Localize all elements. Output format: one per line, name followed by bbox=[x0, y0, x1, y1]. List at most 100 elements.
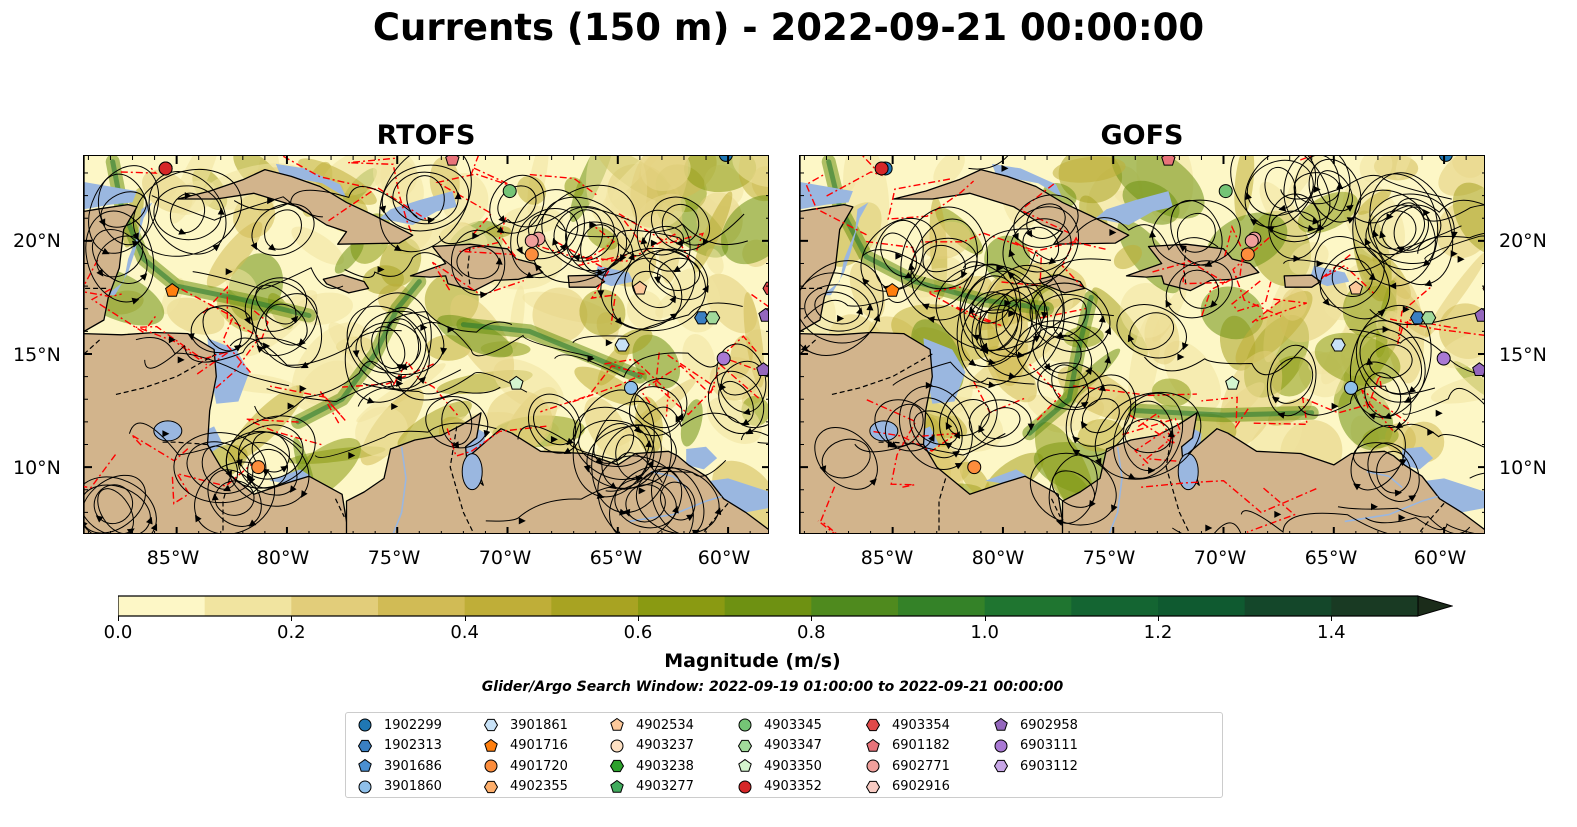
land-centralAmerica bbox=[84, 156, 138, 533]
streamline-arrow bbox=[212, 244, 220, 252]
axis-ticks bbox=[800, 156, 1484, 533]
legend-item-1902313: 1902313 bbox=[356, 736, 442, 756]
streamline-arrow bbox=[675, 239, 683, 247]
float-marker-4903352 bbox=[874, 161, 889, 176]
legend-item-4902534: 4902534 bbox=[608, 715, 694, 735]
streamline-arrow bbox=[1372, 230, 1379, 238]
float-marker-3901860 bbox=[1344, 380, 1359, 395]
streamline-arrow bbox=[1331, 402, 1339, 410]
legend-marker-icon bbox=[357, 739, 373, 752]
streamline-arrow bbox=[146, 516, 153, 525]
streamline-arrow bbox=[472, 232, 480, 240]
streamline-arrow bbox=[223, 484, 231, 492]
streamline-arrow bbox=[925, 381, 933, 389]
colorbar-tick-mark bbox=[291, 616, 293, 621]
legend-label: 6902771 bbox=[892, 758, 950, 774]
land-centralAmerica2 bbox=[800, 331, 1066, 533]
float-marker-4903345 bbox=[502, 184, 517, 199]
colorbar-segment bbox=[1331, 596, 1419, 616]
streamline-arrow bbox=[1041, 311, 1048, 320]
legend-label: 4901720 bbox=[510, 758, 568, 774]
streamline-arrow bbox=[1098, 315, 1106, 323]
land-hispaniola bbox=[409, 243, 544, 292]
streamline-arrow bbox=[300, 361, 309, 369]
streamline-arrow bbox=[1008, 372, 1016, 380]
streamline-arrow bbox=[1111, 504, 1118, 513]
search-window-text: Glider/Argo Search Window: 2022-09-19 01… bbox=[481, 679, 1064, 695]
streamline-arrow bbox=[534, 263, 542, 272]
colorbar-segment bbox=[811, 596, 899, 616]
streamline-arrow bbox=[1004, 299, 1012, 307]
streamline-arrow bbox=[1148, 467, 1156, 474]
streamline-arrow bbox=[638, 487, 646, 495]
legend-label: 4902534 bbox=[636, 717, 694, 733]
legend-item-6903112: 6903112 bbox=[992, 756, 1078, 776]
streamline-arrow bbox=[559, 243, 568, 252]
streamline-arrow bbox=[978, 425, 985, 433]
streamline-arrow bbox=[961, 270, 968, 279]
float-marker-4903352 bbox=[158, 161, 173, 176]
streamline-arrow bbox=[225, 470, 232, 478]
streamline-arrow bbox=[1179, 244, 1187, 252]
streamline-arrow bbox=[669, 295, 677, 304]
streamline-arrow bbox=[348, 452, 356, 459]
streamline-arrow bbox=[887, 440, 895, 448]
map-canvas bbox=[800, 156, 1484, 533]
legend-item-4903238: 4903238 bbox=[608, 756, 694, 776]
streamline-arrow bbox=[379, 205, 387, 214]
colorbar-segment bbox=[1071, 596, 1159, 616]
streamline-arrow bbox=[904, 272, 912, 279]
colorbar-outline bbox=[117, 595, 1418, 617]
streamline-arrow bbox=[1149, 230, 1156, 238]
streamline-arrow bbox=[1404, 396, 1412, 403]
float-marker-6901182 bbox=[445, 156, 460, 166]
legend-marker-icon bbox=[484, 738, 498, 752]
colorbar-segment bbox=[204, 596, 292, 616]
legend-label: 4903277 bbox=[636, 779, 694, 794]
legend-marker-icon bbox=[483, 780, 499, 793]
float-marker-6902771 bbox=[524, 233, 539, 248]
eez-boundaries bbox=[84, 156, 768, 505]
streamline-arrow bbox=[1072, 436, 1080, 444]
legend-label: 6902916 bbox=[892, 779, 950, 794]
legend-item-4903354: 4903354 bbox=[864, 715, 950, 735]
streamline-arrow bbox=[619, 508, 627, 516]
legend-marker-icon bbox=[737, 739, 753, 752]
lon-label-70w: 70°W bbox=[478, 547, 532, 569]
streamline-arrow bbox=[162, 430, 170, 438]
colorbar-gradient bbox=[117, 595, 1454, 617]
colorbar-segment bbox=[1158, 596, 1246, 616]
legend-item-4903352: 4903352 bbox=[736, 777, 822, 797]
colorbar-tick-mark bbox=[811, 616, 813, 621]
figure-title: Currents (150 m) - 2022-09-21 00:00:00 bbox=[372, 6, 1205, 49]
land-cuba bbox=[893, 168, 1130, 245]
streamline-arrow bbox=[131, 297, 140, 305]
float-marker-4903354 bbox=[1482, 285, 1484, 292]
legend-item-6902958: 6902958 bbox=[992, 715, 1078, 735]
streamline-arrow bbox=[719, 383, 726, 391]
lat-label-10n-right: 10°N bbox=[1499, 457, 1547, 479]
float-markers bbox=[874, 156, 1484, 475]
legend-marker-icon bbox=[865, 718, 881, 732]
lon-label-70w-gofs: 70°W bbox=[1193, 547, 1247, 569]
legend-marker-icon bbox=[866, 759, 880, 773]
streamline-arrow bbox=[566, 437, 574, 446]
streamline-arrow bbox=[645, 440, 653, 448]
legend-label: 4903354 bbox=[892, 717, 950, 733]
streamline-arrow bbox=[587, 355, 595, 363]
colorbar-tick-mark bbox=[984, 616, 986, 621]
float-markers bbox=[158, 156, 768, 475]
streamline-arrow bbox=[1127, 473, 1136, 480]
streamline-arrow bbox=[873, 314, 881, 322]
legend-label: 1902299 bbox=[384, 717, 442, 733]
streamline-arrow bbox=[572, 254, 581, 262]
streamline-arrow bbox=[287, 402, 295, 410]
streamline-arrow bbox=[1025, 229, 1033, 238]
lat-label-10n: 10°N bbox=[13, 457, 61, 479]
legend-item-4902355: 4902355 bbox=[482, 777, 568, 797]
streamline-arrow bbox=[1423, 259, 1431, 267]
streamline-arrow bbox=[650, 239, 658, 247]
streamline-arrow bbox=[550, 435, 558, 443]
streamline-arrow bbox=[1278, 204, 1287, 212]
streamline-arrow bbox=[1371, 503, 1378, 511]
